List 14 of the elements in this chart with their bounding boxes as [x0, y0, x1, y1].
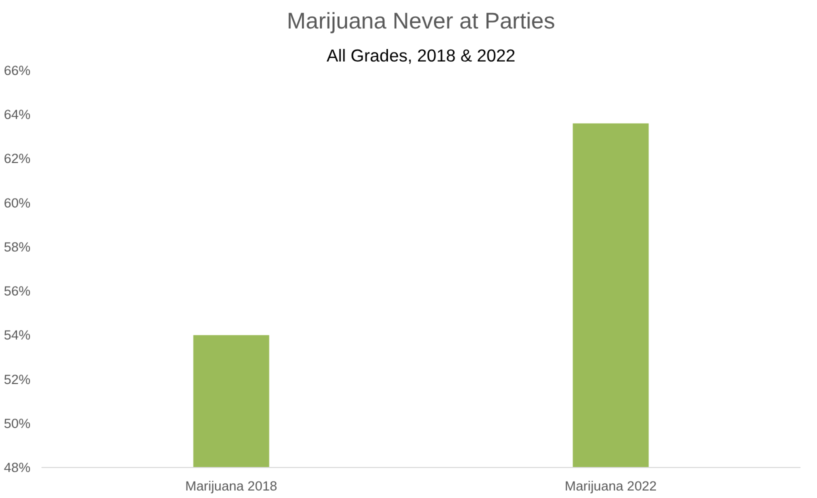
- y-tick-label: 52%: [4, 372, 31, 387]
- y-tick-label: 60%: [4, 195, 31, 210]
- chart-subtitle: All Grades, 2018 & 2022: [326, 46, 516, 66]
- y-tick-label: 48%: [4, 460, 31, 475]
- y-tick-label: 54%: [4, 328, 31, 343]
- y-tick-label: 66%: [4, 63, 31, 78]
- chart-title: Marijuana Never at Parties: [286, 8, 556, 34]
- y-tick-label: 64%: [4, 107, 31, 122]
- y-tick-label: 62%: [4, 151, 31, 166]
- x-tick-label: Marijuana 2018: [185, 478, 278, 494]
- y-tick-label: 56%: [4, 284, 31, 299]
- y-tick-label: 58%: [4, 239, 31, 254]
- x-tick-label: Marijuana 2022: [564, 478, 657, 494]
- y-tick-label: 50%: [4, 416, 31, 431]
